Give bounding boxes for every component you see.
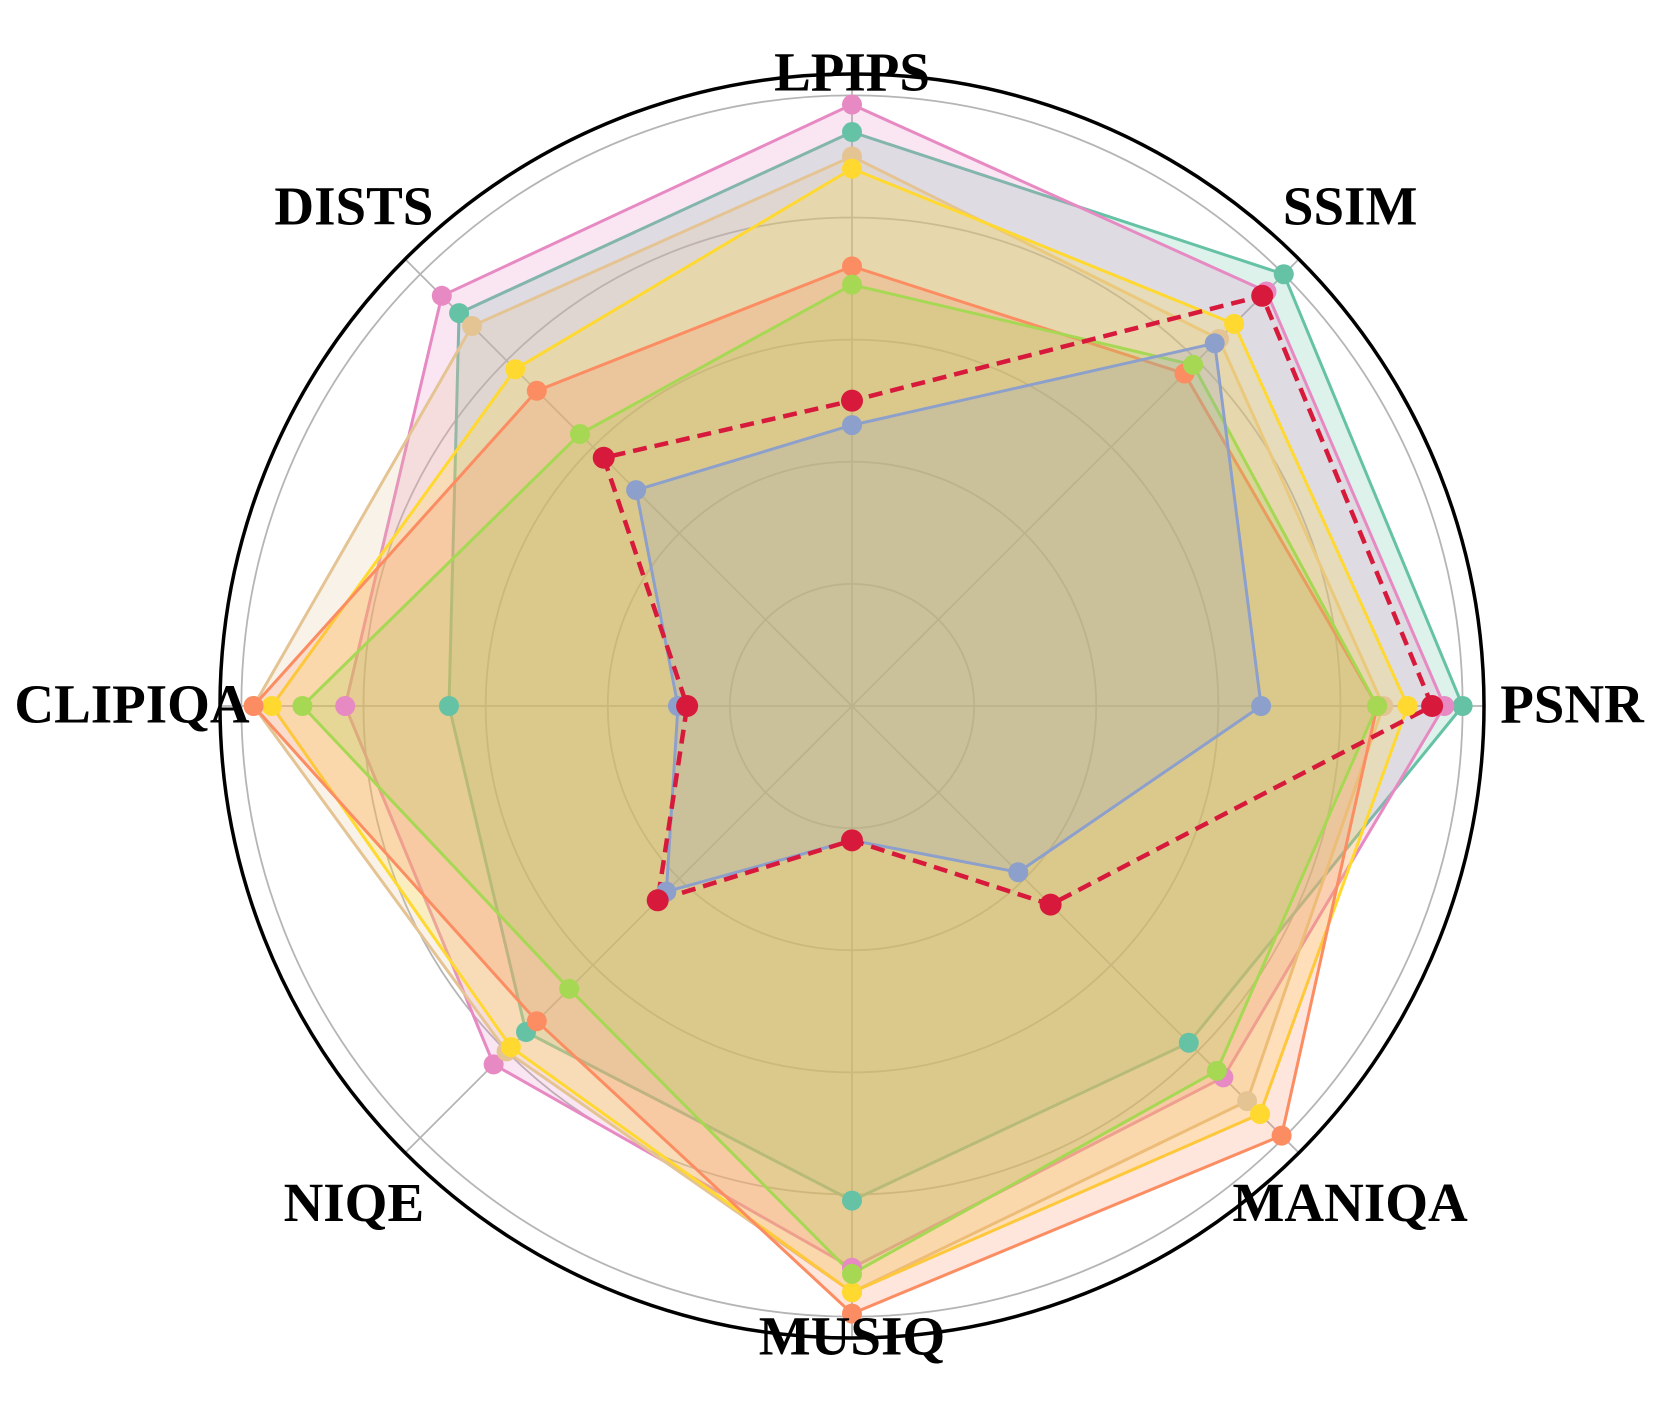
axis-label: NIQE bbox=[284, 1172, 425, 1233]
marker bbox=[842, 1282, 862, 1303]
marker bbox=[1452, 696, 1473, 716]
marker bbox=[1178, 1032, 1199, 1053]
marker bbox=[526, 380, 547, 401]
marker bbox=[1204, 333, 1225, 354]
axis-label: CLIPIQA bbox=[14, 674, 250, 735]
marker bbox=[1206, 1060, 1227, 1081]
marker bbox=[243, 696, 264, 716]
marker bbox=[842, 274, 862, 295]
marker bbox=[842, 1190, 862, 1211]
marker bbox=[1397, 696, 1418, 716]
marker bbox=[292, 696, 313, 716]
marker bbox=[569, 423, 590, 444]
marker bbox=[559, 978, 580, 999]
marker bbox=[1273, 264, 1294, 285]
marker bbox=[842, 1303, 862, 1324]
spoke bbox=[404, 705, 853, 1154]
marker bbox=[1367, 696, 1388, 716]
marker bbox=[842, 1263, 862, 1284]
marker bbox=[431, 285, 452, 306]
marker bbox=[505, 359, 526, 380]
axis-label: PSNR bbox=[1500, 674, 1645, 735]
marker bbox=[646, 889, 669, 912]
axis-label: LPIPS bbox=[774, 42, 930, 103]
marker bbox=[676, 695, 699, 717]
marker bbox=[526, 1011, 547, 1032]
marker bbox=[1251, 696, 1272, 716]
marker bbox=[842, 122, 862, 143]
axis-label: MUSIQ bbox=[759, 1306, 945, 1367]
marker bbox=[500, 1037, 521, 1058]
marker bbox=[1250, 1104, 1271, 1125]
marker bbox=[438, 696, 459, 716]
marker bbox=[1271, 1125, 1292, 1146]
marker bbox=[1039, 893, 1062, 916]
marker bbox=[1008, 862, 1029, 883]
marker bbox=[626, 480, 647, 501]
marker bbox=[592, 446, 615, 469]
marker bbox=[483, 1054, 504, 1075]
marker bbox=[449, 303, 470, 324]
outer-circle bbox=[218, 72, 1486, 1340]
marker bbox=[842, 415, 862, 436]
marker bbox=[462, 316, 483, 337]
marker bbox=[842, 158, 862, 179]
marker bbox=[261, 696, 282, 716]
spoke bbox=[404, 258, 853, 707]
series-area bbox=[601, 293, 1435, 907]
marker bbox=[1251, 284, 1274, 307]
marker bbox=[841, 829, 863, 852]
marker bbox=[1183, 354, 1204, 375]
marker bbox=[1224, 313, 1245, 334]
marker bbox=[1237, 1091, 1258, 1112]
marker bbox=[841, 389, 863, 412]
axis-label: MANIQA bbox=[1233, 1172, 1469, 1233]
marker bbox=[335, 696, 356, 716]
marker bbox=[842, 256, 862, 277]
marker bbox=[842, 94, 862, 115]
marker bbox=[1421, 695, 1444, 717]
axis-label: SSIM bbox=[1283, 175, 1418, 236]
axis-label: DISTS bbox=[274, 175, 433, 236]
